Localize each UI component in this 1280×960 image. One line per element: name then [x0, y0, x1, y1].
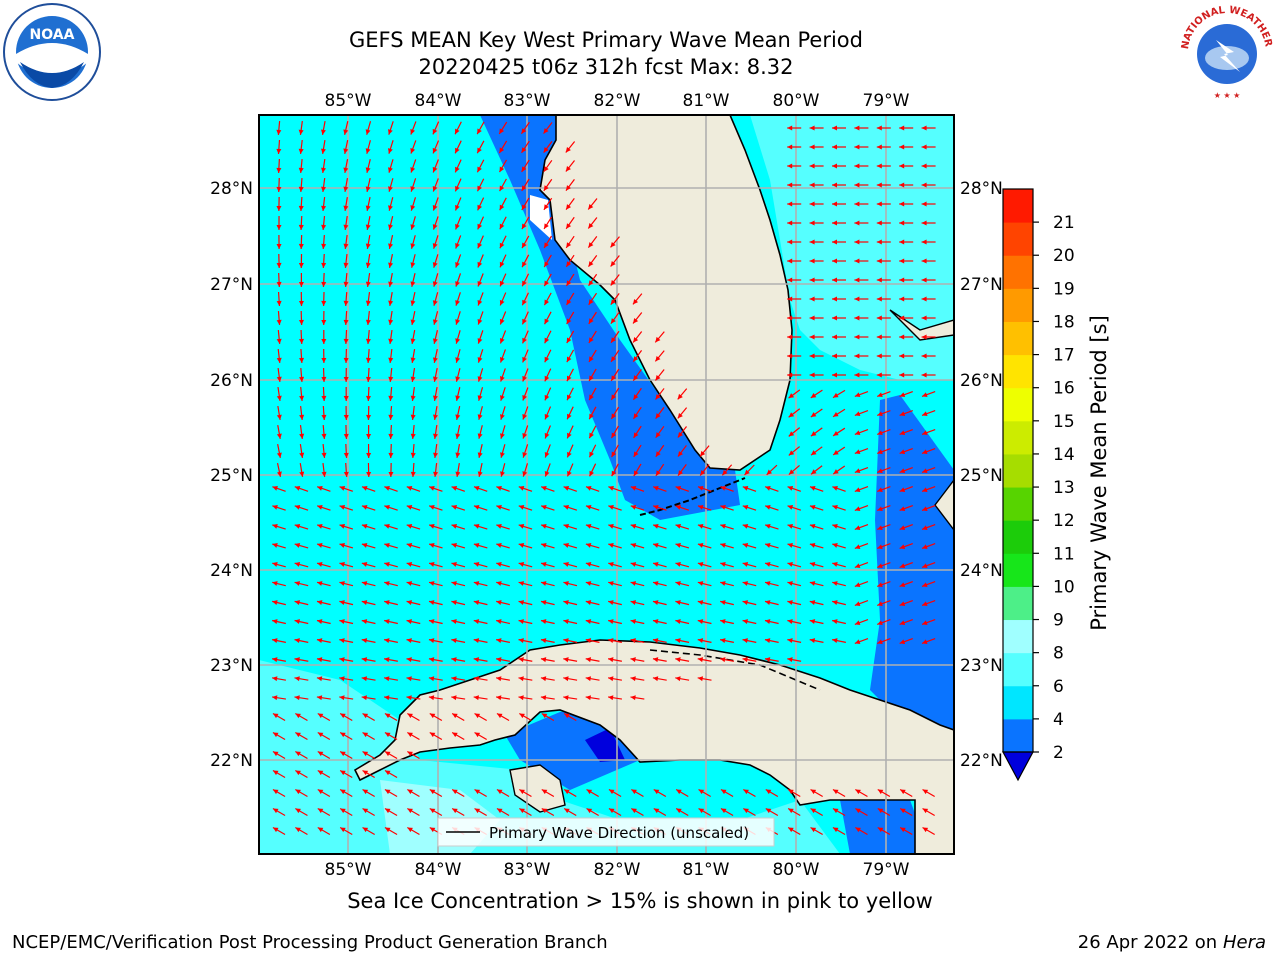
period-zone-6-8-east	[750, 115, 954, 380]
lon-label: 79°W	[863, 91, 910, 111]
lon-label: 79°W	[863, 860, 910, 880]
footer-date: 26 Apr 2022 on Hera	[1077, 932, 1266, 953]
footer-credit: NCEP/EMC/Verification Post Processing Pr…	[12, 932, 608, 953]
colorbar-tick: 6	[1053, 677, 1064, 697]
lon-labels-top: 85°W 84°W 83°W 82°W 81°W 80°W 79°W	[325, 91, 910, 111]
period-zone-2-4-bahamas	[870, 395, 954, 740]
map-title: GEFS MEAN Key West Primary Wave Mean Per…	[349, 28, 863, 52]
lon-label: 81°W	[683, 860, 730, 880]
lat-label: 25°N	[210, 466, 253, 486]
map-area: Primary Wave Direction (unscaled)	[259, 115, 954, 854]
lon-label: 84°W	[415, 860, 462, 880]
lat-label: 24°N	[960, 561, 1003, 581]
map-subtitle: 20220425 t06z 312h fcst Max: 8.32	[418, 55, 794, 79]
colorbar-tick: 17	[1053, 346, 1075, 366]
colorbar-tick: 20	[1053, 246, 1075, 266]
vector-legend-label: Primary Wave Direction (unscaled)	[489, 824, 749, 842]
lat-label: 22°N	[960, 751, 1003, 771]
svg-text:★ ★ ★: ★ ★ ★	[1214, 91, 1241, 100]
period-zone-2-4-south	[840, 800, 930, 854]
map-frame	[258, 114, 955, 855]
lat-labels-right: 28°N 27°N 26°N 25°N 24°N 23°N 22°N	[960, 179, 1003, 771]
colorbar-tick: 9	[1053, 611, 1064, 631]
lat-label: 25°N	[960, 466, 1003, 486]
svg-text:NOAA: NOAA	[30, 27, 75, 43]
vector-legend: Primary Wave Direction (unscaled)	[437, 817, 775, 847]
lat-label: 23°N	[960, 656, 1003, 676]
lon-label: 82°W	[594, 91, 641, 111]
colorbar-tick: 2	[1053, 743, 1064, 763]
florida-keys	[639, 477, 746, 516]
colorbar-label: Primary Wave Mean Period [s]	[1087, 315, 1111, 631]
sea-ice-note: Sea Ice Concentration > 15% is shown in …	[347, 889, 933, 913]
colorbar-tick: 10	[1053, 577, 1075, 597]
grand-bahama	[889, 309, 954, 341]
lat-label: 27°N	[210, 275, 253, 295]
colorbar-tick: 15	[1053, 412, 1075, 432]
lon-label: 84°W	[415, 91, 462, 111]
noaa-logo: NOAA	[3, 3, 101, 101]
cuba-land	[353, 639, 954, 854]
colorbar-tick: 13	[1053, 478, 1075, 498]
lon-label: 85°W	[325, 860, 372, 880]
lon-label: 83°W	[504, 91, 551, 111]
wave-direction-vectors	[271, 120, 936, 836]
lon-label: 83°W	[504, 860, 551, 880]
lat-label: 28°N	[210, 179, 253, 199]
andros-island	[934, 478, 954, 532]
lat-label: 26°N	[210, 371, 253, 391]
colorbar-tick: 12	[1053, 511, 1075, 531]
period-zone-under-2	[585, 728, 625, 762]
colorbar-tick: 16	[1053, 379, 1075, 399]
lon-labels-bottom: 85°W 84°W 83°W 82°W 81°W 80°W 79°W	[325, 860, 910, 880]
colorbar-tick: 21	[1053, 213, 1075, 233]
lat-labels-left: 28°N 27°N 26°N 25°N 24°N 23°N 22°N	[210, 179, 253, 771]
colorbar-tick: 4	[1053, 710, 1064, 730]
colorbar: 2 4 6 8 9 10 11 12 13 14 15 16 17 18 19 20 21	[1001, 188, 1075, 782]
colorbar-tick: 14	[1053, 445, 1075, 465]
florida-land	[539, 115, 793, 471]
lon-label: 80°W	[773, 860, 820, 880]
colorbar-tick: 18	[1053, 312, 1075, 332]
lat-label: 26°N	[960, 371, 1003, 391]
colorbar-tick: 19	[1053, 279, 1075, 299]
lon-label: 80°W	[773, 91, 820, 111]
lat-label: 22°N	[210, 751, 253, 771]
lat-label: 24°N	[210, 561, 253, 581]
lat-label: 23°N	[210, 656, 253, 676]
lon-label: 82°W	[594, 860, 641, 880]
colorbar-tick: 8	[1053, 644, 1064, 664]
colorbar-tick: 11	[1053, 544, 1075, 564]
lon-label: 85°W	[325, 91, 372, 111]
isla-de-la-juventud	[509, 764, 566, 813]
lat-label: 28°N	[960, 179, 1003, 199]
nws-logo: NATIONAL WEATHER SERVICE ★ ★ ★	[1176, 2, 1275, 100]
lon-label: 81°W	[683, 91, 730, 111]
lat-label: 27°N	[960, 275, 1003, 295]
